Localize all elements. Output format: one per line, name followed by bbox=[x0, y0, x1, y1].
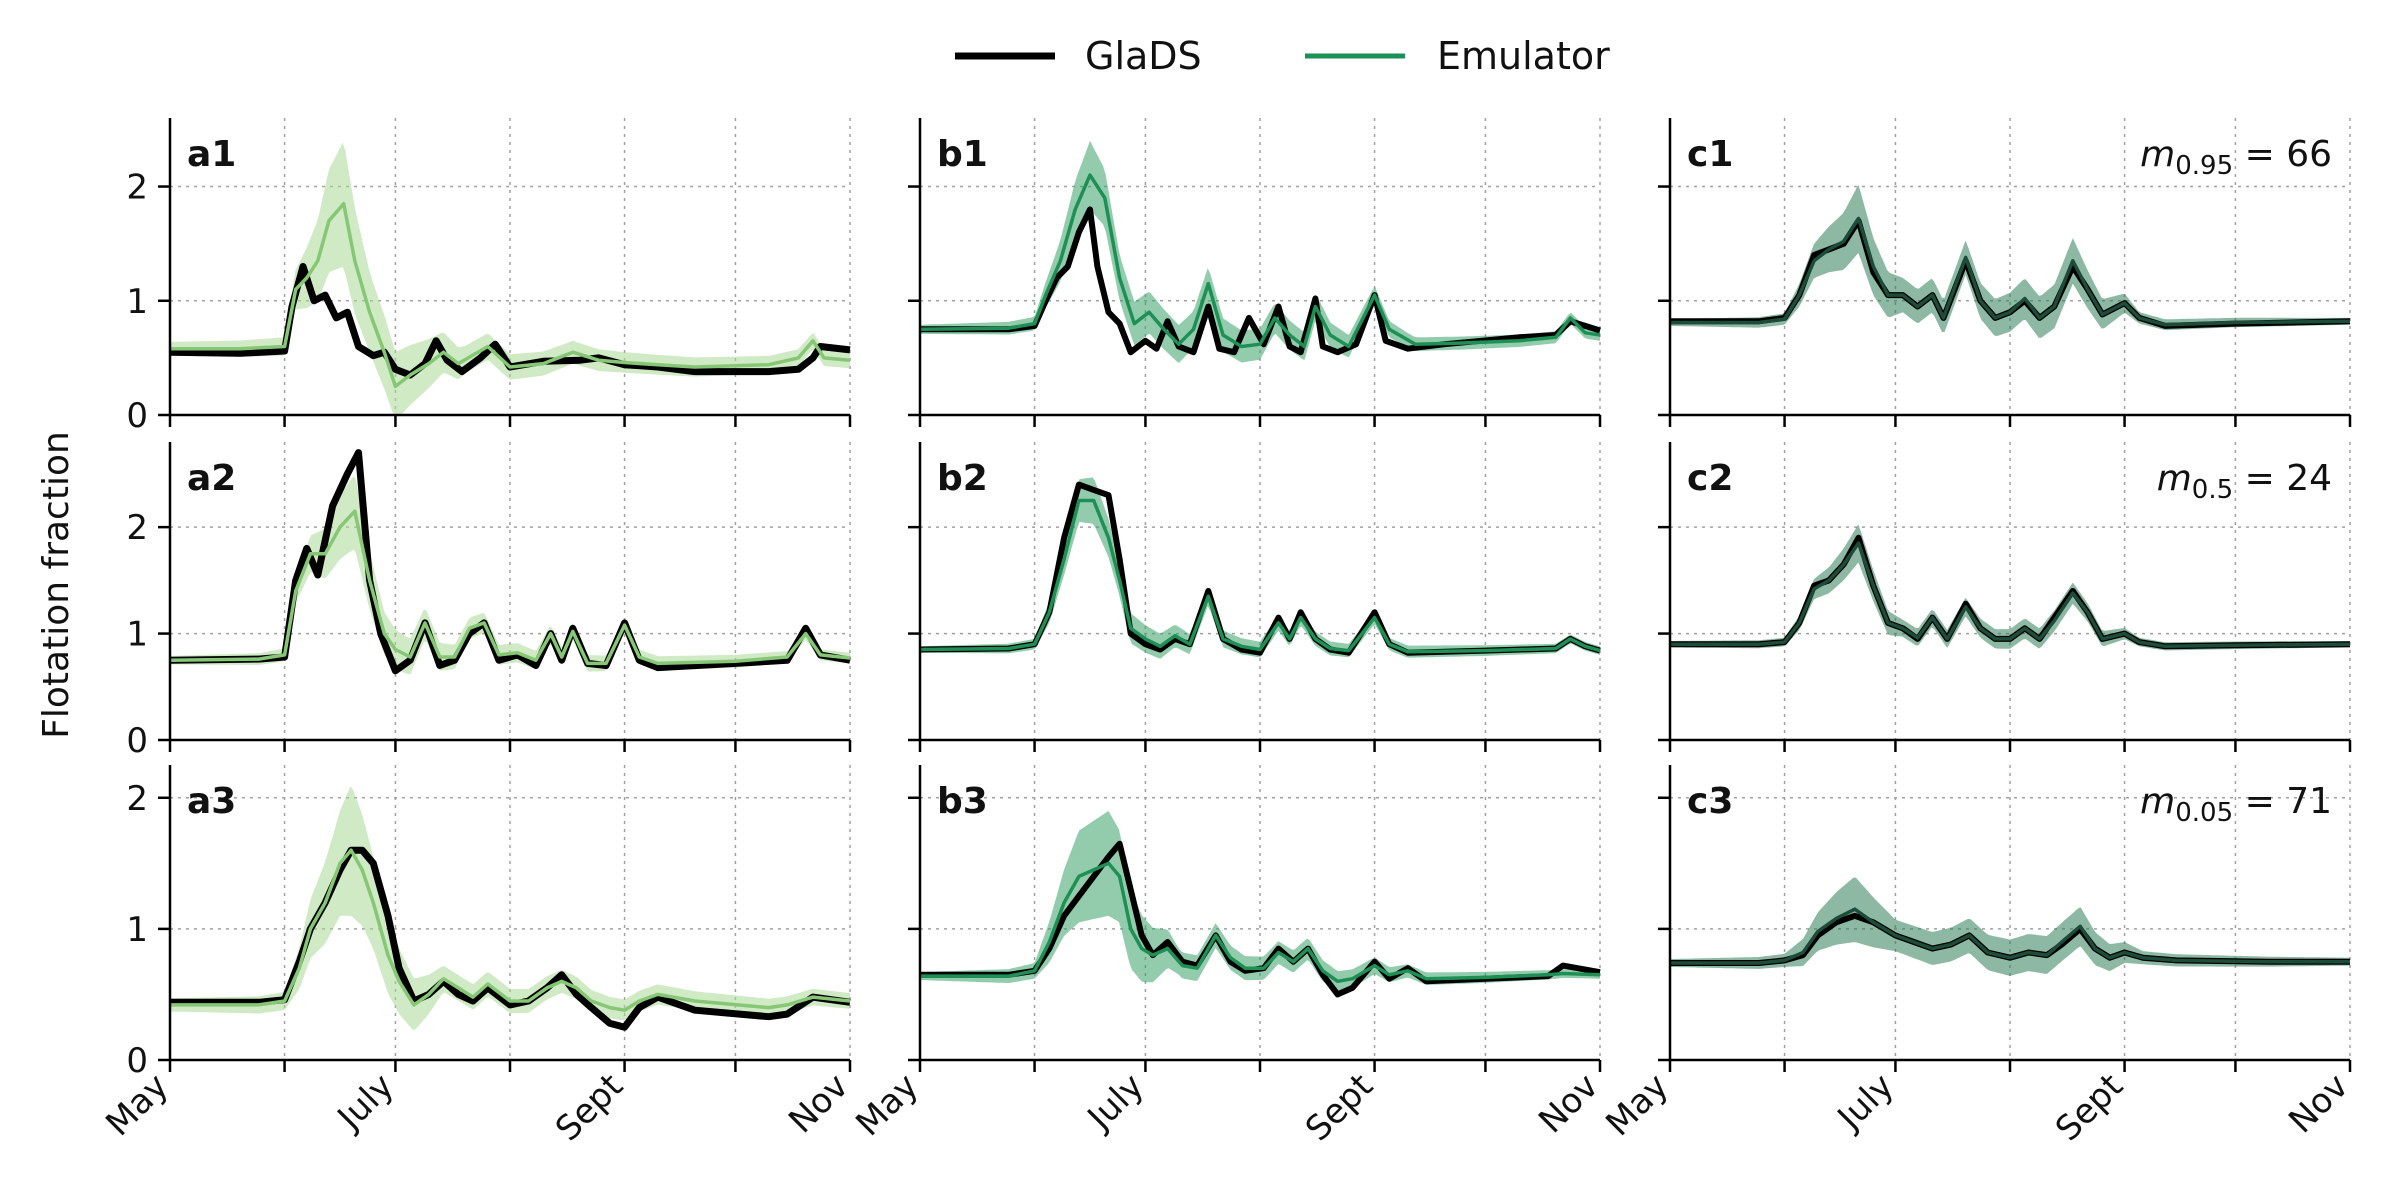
x-tick-label: Sept bbox=[2048, 1066, 2131, 1149]
emulator-band-a1 bbox=[170, 142, 850, 415]
panel-b2: b2 bbox=[908, 442, 1602, 752]
panel-label-a2: a2 bbox=[187, 458, 236, 499]
panel-label-a3: a3 bbox=[187, 781, 236, 822]
x-tick-label: Sept bbox=[1298, 1066, 1381, 1149]
x-tick-label: May bbox=[98, 1066, 176, 1144]
panels-layer: 0 1 2 a1 b1 c1 m0.95 = 66 0 1 2 a2 b2 c2 m0.5 = 24 0 1 2… bbox=[98, 118, 2356, 1149]
glads-line-a2 bbox=[169, 449, 851, 675]
emulator-line-b2 bbox=[919, 498, 1601, 654]
emulator-band-c1 bbox=[1670, 184, 2350, 338]
emulator-band-c2 bbox=[1670, 524, 2350, 651]
panel-label-c3: c3 bbox=[1687, 781, 1733, 822]
panel-c3: May July Sept Nov c3 m0.05 = 71 bbox=[1598, 765, 2356, 1149]
emulator-band-b2 bbox=[920, 477, 1600, 659]
emulator-line-c3 bbox=[1670, 907, 2350, 965]
x-tick-label: Sept bbox=[548, 1066, 631, 1149]
panel-label-b3: b3 bbox=[937, 781, 988, 822]
panel-label-c2: c2 bbox=[1687, 458, 1733, 499]
panel-label-b1: b1 bbox=[937, 134, 988, 175]
x-tick-label: Nov bbox=[1531, 1066, 1606, 1141]
emulator-band-b1 bbox=[920, 140, 1600, 363]
grid-b3 bbox=[919, 765, 1601, 1060]
y-tick-label: 1 bbox=[126, 615, 148, 655]
panel-label-b2: b2 bbox=[937, 458, 988, 499]
legend-emulator-label: Emulator bbox=[1437, 34, 1610, 78]
panel-a2: 0 1 2 a2 bbox=[126, 442, 852, 761]
emulator-line-b1 bbox=[919, 173, 1601, 349]
emulator-line-c2 bbox=[1670, 541, 2351, 649]
annotation-c2: m0.5 = 24 bbox=[2157, 458, 2332, 505]
y-tick-label: 0 bbox=[126, 396, 148, 436]
grid-b1 bbox=[919, 118, 1601, 415]
emulator-line-a1 bbox=[170, 201, 851, 389]
y-tick-label: 2 bbox=[126, 508, 148, 548]
x-tick-label: May bbox=[1598, 1066, 1676, 1144]
y-tick-label: 2 bbox=[126, 168, 148, 208]
emulator-line-a2 bbox=[169, 509, 851, 666]
x-tick-label: July bbox=[1079, 1066, 1152, 1139]
x-tick-label: July bbox=[329, 1066, 402, 1139]
y-tick-label: 0 bbox=[126, 1041, 148, 1081]
emulator-line-a3 bbox=[170, 848, 851, 1012]
emulator-line-b3 bbox=[920, 861, 1601, 984]
panel-c1: c1 m0.95 = 66 bbox=[1658, 118, 2352, 427]
panel-label-c1: c1 bbox=[1687, 134, 1733, 175]
grid-a2 bbox=[169, 442, 851, 740]
legend-glads-label: GlaDS bbox=[1085, 34, 1202, 78]
y-tick-label: 0 bbox=[126, 721, 148, 761]
y-tick-label: 1 bbox=[126, 282, 148, 322]
panel-a3: 0 1 2 May July Sept Nov a3 bbox=[98, 765, 856, 1149]
annotation-c1: m0.95 = 66 bbox=[2140, 134, 2332, 181]
panel-label-a1: a1 bbox=[187, 134, 236, 175]
y-tick-label: 1 bbox=[126, 910, 148, 950]
panel-c2: c2 m0.5 = 24 bbox=[1658, 442, 2352, 752]
grid-b2 bbox=[919, 442, 1601, 740]
panel-b3: May July Sept Nov b3 bbox=[848, 765, 1606, 1149]
panel-a1: 0 1 2 a1 bbox=[126, 118, 852, 436]
x-tick-label: Nov bbox=[2281, 1066, 2356, 1141]
emulator-band-a3 bbox=[170, 786, 850, 1031]
emulator-band-c3 bbox=[1670, 877, 2350, 976]
annotation-c3: m0.05 = 71 bbox=[2140, 781, 2332, 828]
emulator-band-b3 bbox=[920, 811, 1600, 992]
y-axis-label: Flotation fraction bbox=[36, 431, 77, 739]
x-tick-label: May bbox=[848, 1066, 926, 1144]
x-tick-label: Nov bbox=[781, 1066, 856, 1141]
x-tick-label: July bbox=[1829, 1066, 1902, 1139]
legend: GlaDS Emulator bbox=[955, 34, 1610, 78]
panel-b1: b1 bbox=[908, 118, 1602, 427]
glads-line-a1 bbox=[169, 263, 851, 379]
y-tick-label: 2 bbox=[126, 779, 148, 819]
glads-line-b1 bbox=[920, 206, 1601, 356]
emulator-line-c1 bbox=[1670, 216, 2351, 327]
